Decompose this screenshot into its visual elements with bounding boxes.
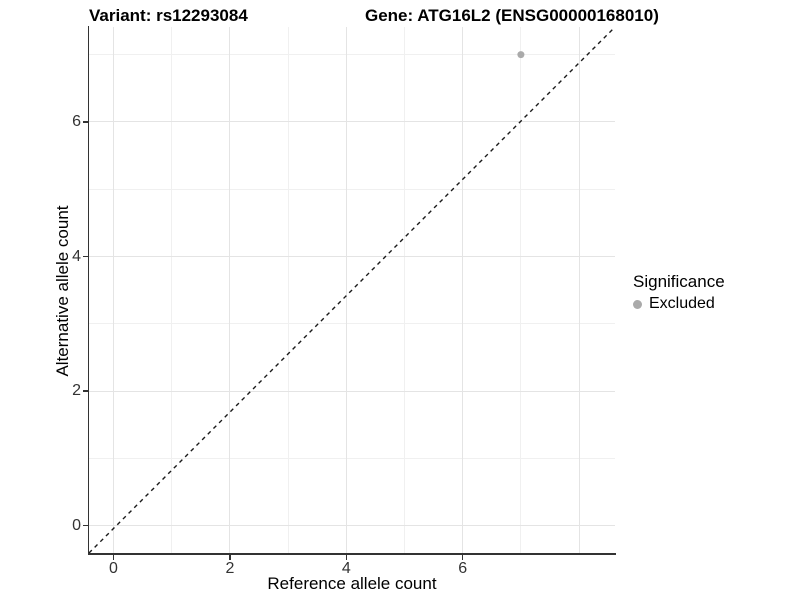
plot-title-gene: Gene: ATG16L2 (ENSG00000168010) xyxy=(365,6,659,25)
gridline xyxy=(89,525,615,527)
gridline xyxy=(578,27,580,553)
legend-item-label: Excluded xyxy=(649,295,715,312)
y-tick-label: 2 xyxy=(72,382,81,400)
x-axis-line xyxy=(87,553,616,555)
chart-layer xyxy=(89,27,615,553)
y-tick-label: 6 xyxy=(72,112,81,130)
gridline xyxy=(462,27,464,553)
x-axis-title: Reference allele count xyxy=(267,574,437,593)
y-tick xyxy=(82,255,88,258)
gridline xyxy=(404,27,405,553)
legend: Significance Excluded xyxy=(633,272,725,313)
x-tick-label: 0 xyxy=(109,560,118,577)
y-tick-label: 0 xyxy=(72,516,81,534)
x-tick-label: 2 xyxy=(225,560,235,577)
legend-key-dot-icon xyxy=(633,299,642,309)
gridline xyxy=(89,390,615,392)
x-tick-label: 6 xyxy=(458,560,468,577)
identity-dashed-line xyxy=(89,27,615,553)
legend-item: Excluded xyxy=(633,295,725,313)
gridline xyxy=(89,121,615,123)
x-tick xyxy=(112,554,115,560)
gridline xyxy=(113,27,114,553)
x-tick xyxy=(345,554,348,560)
legend-title: Significance xyxy=(633,272,725,291)
gridline xyxy=(89,256,615,257)
gridline xyxy=(89,54,615,56)
x-tick xyxy=(461,554,464,560)
gridline xyxy=(520,27,522,553)
y-axis-line xyxy=(87,26,89,555)
gridline xyxy=(89,188,615,190)
gridline xyxy=(89,457,615,459)
gridline xyxy=(89,323,615,325)
plot-title-variant: Variant: rs12293084 xyxy=(89,6,248,25)
gridline xyxy=(345,27,347,553)
gridline xyxy=(287,27,289,553)
y-tick xyxy=(82,524,88,527)
y-tick xyxy=(82,390,88,392)
x-tick-label: 4 xyxy=(341,560,351,577)
plot-panel xyxy=(89,27,615,553)
y-tick xyxy=(82,121,88,123)
x-tick xyxy=(229,554,231,560)
gridline xyxy=(171,27,173,553)
y-tick-label: 4 xyxy=(72,247,81,265)
gridline xyxy=(229,27,231,553)
data-point xyxy=(517,51,525,59)
